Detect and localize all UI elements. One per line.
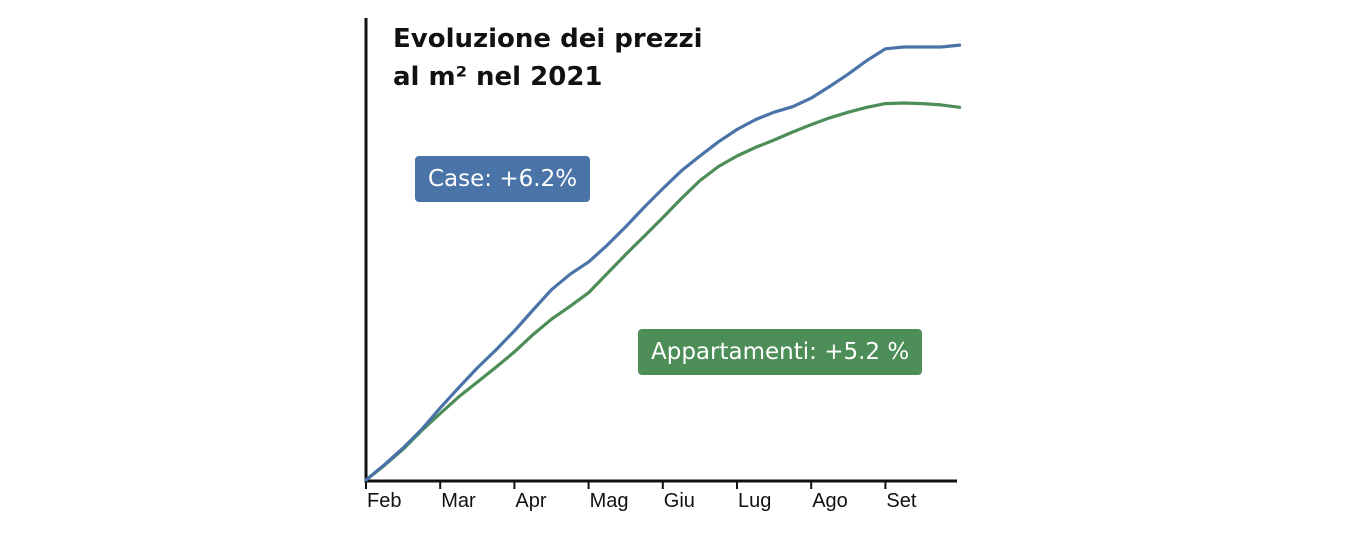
series-label-appartamenti: Appartamenti: +5.2 % [638,329,923,375]
series-line-appartamenti [364,101,962,482]
x-tick-label: Mar [441,490,476,512]
chart-title: Evoluzione dei prezzi al m² nel 2021 [393,24,703,92]
series-line-case [364,43,962,482]
x-tick-label: Mag [590,490,629,512]
x-tick-label: Set [886,490,916,512]
x-tick-label: Lug [738,490,771,512]
x-tick-label: Feb [367,490,401,512]
x-axis-tick-labels: Feb Mar Apr Mag Giu Lug Ago Set [367,490,917,512]
x-tick-label: Ago [812,490,848,512]
series-label-case: Case: +6.2% [415,156,591,202]
x-tick-label: Giu [664,490,695,512]
x-tick-label: Apr [515,490,546,512]
x-axis-ticks [365,481,887,489]
series-lines [364,43,962,482]
